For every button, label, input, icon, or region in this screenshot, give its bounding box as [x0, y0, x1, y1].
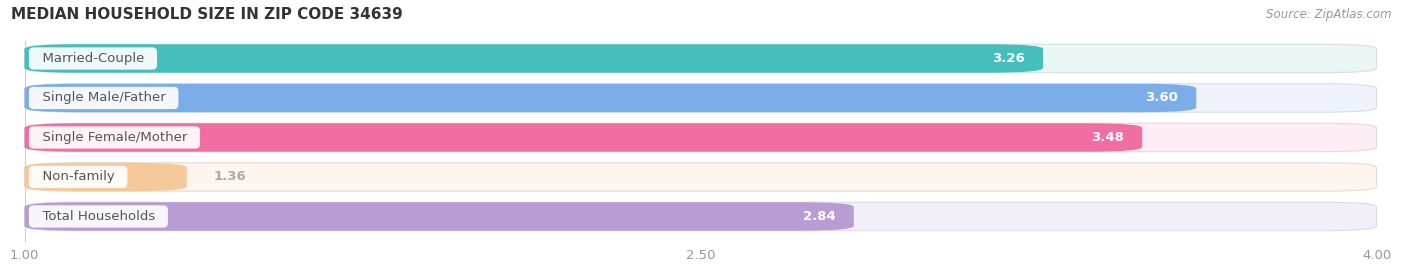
FancyBboxPatch shape — [24, 163, 1376, 191]
FancyBboxPatch shape — [24, 44, 1043, 73]
Text: Married-Couple: Married-Couple — [34, 52, 152, 65]
Text: 3.60: 3.60 — [1146, 91, 1178, 104]
FancyBboxPatch shape — [24, 84, 1197, 112]
FancyBboxPatch shape — [24, 202, 853, 231]
Text: Source: ZipAtlas.com: Source: ZipAtlas.com — [1267, 8, 1392, 21]
Text: 3.26: 3.26 — [993, 52, 1025, 65]
Text: 2.84: 2.84 — [803, 210, 835, 223]
FancyBboxPatch shape — [24, 44, 1376, 73]
Text: Non-family: Non-family — [34, 171, 122, 183]
Text: MEDIAN HOUSEHOLD SIZE IN ZIP CODE 34639: MEDIAN HOUSEHOLD SIZE IN ZIP CODE 34639 — [11, 7, 402, 22]
FancyBboxPatch shape — [24, 163, 187, 191]
Text: 3.48: 3.48 — [1091, 131, 1125, 144]
Text: Total Households: Total Households — [34, 210, 163, 223]
FancyBboxPatch shape — [24, 123, 1376, 152]
FancyBboxPatch shape — [24, 202, 1376, 231]
FancyBboxPatch shape — [24, 84, 1376, 112]
Text: Single Female/Mother: Single Female/Mother — [34, 131, 195, 144]
FancyBboxPatch shape — [24, 123, 1142, 152]
Text: 1.36: 1.36 — [214, 171, 246, 183]
Text: Single Male/Father: Single Male/Father — [34, 91, 174, 104]
